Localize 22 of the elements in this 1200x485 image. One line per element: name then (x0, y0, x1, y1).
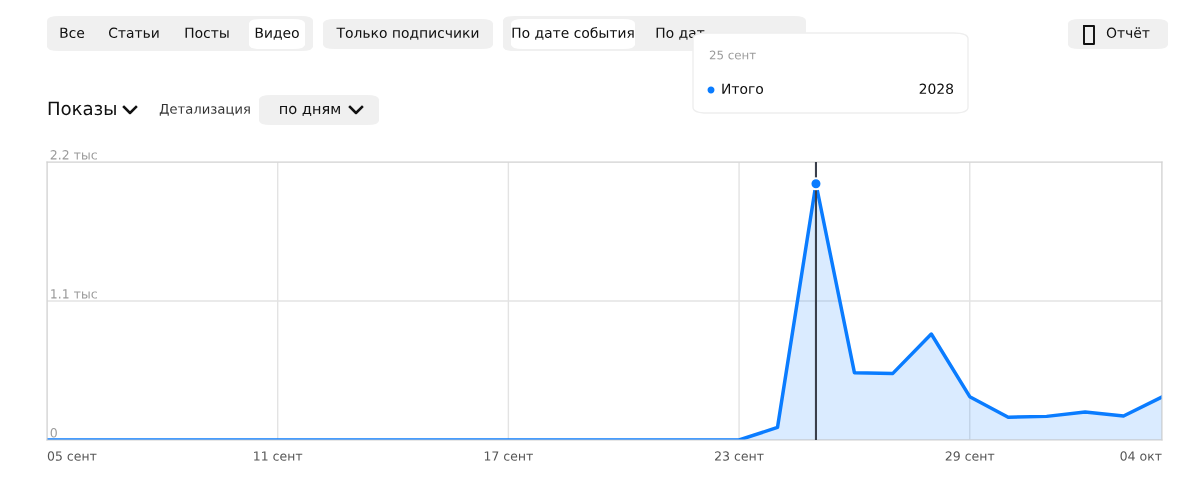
text: Детализация (159, 104, 250, 116)
x-tick-label: 17 сент (484, 451, 533, 461)
x-tick-label: 11 сент (254, 451, 303, 461)
legend-label: Итого (722, 83, 764, 95)
text: Статьи (108, 27, 159, 39)
y-tick-label: 2.2 тыс (50, 150, 97, 160)
text: Посты (185, 27, 229, 39)
y-tick-label: 0 (50, 428, 57, 438)
text: Только подписчики (336, 27, 479, 40)
text: Отчёт (1106, 27, 1150, 39)
chart-title: Показы (48, 101, 116, 116)
text: Все (60, 27, 85, 39)
y-tick-label: 1.1 тыс (51, 289, 97, 299)
x-tick-label: 29 сент (945, 451, 995, 461)
text: Видео (255, 27, 299, 40)
x-tick-label: 04 окт (1120, 451, 1162, 461)
text: по дням (280, 105, 340, 117)
text: 2028 (919, 83, 954, 95)
text: По дате события (512, 27, 634, 40)
x-tick-label: 23 сент (715, 451, 764, 461)
text: 25 сент (709, 50, 756, 60)
x-tick-label: 05 сент (47, 451, 97, 461)
